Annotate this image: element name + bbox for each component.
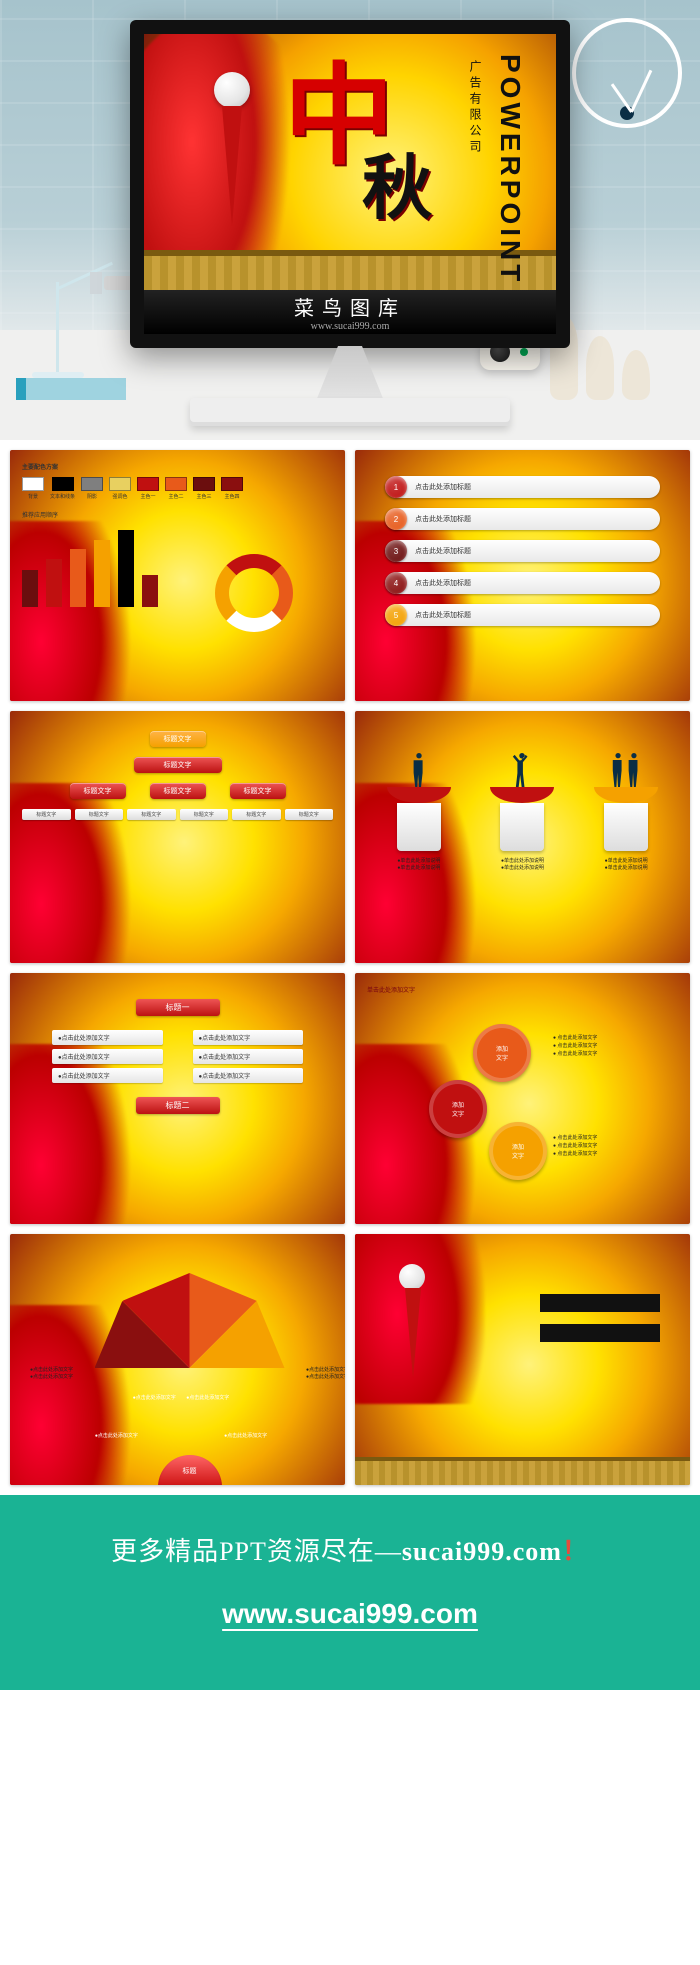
text-cell: ●点击此处添加文字 xyxy=(193,1068,304,1083)
gear-icon: 添加 文字 xyxy=(473,1024,531,1082)
footer-tagline: 更多精品PPT资源尽在—sucai999.com！ xyxy=(10,1531,690,1568)
fan-label: ●点击此处添加文字 xyxy=(133,1394,176,1401)
gear-caption: ● 点击此处添加文字 ● 点击此处添加文字 ● 点击此处添加文字 xyxy=(553,1034,597,1058)
color-swatch: 强调色 xyxy=(109,477,131,500)
text-cell: ●点击此处添加文字 xyxy=(193,1030,304,1045)
bar xyxy=(94,540,110,607)
text-cell: ●点击此处添加文字 xyxy=(52,1049,163,1064)
text-placeholder-1 xyxy=(540,1294,660,1312)
gear-icon: 添加 文字 xyxy=(429,1080,487,1138)
list-item: 3 点击此处添加标题 xyxy=(385,540,660,562)
org-node: 标题文字 xyxy=(150,783,206,799)
text-cell: ●点击此处添加文字 xyxy=(193,1049,304,1064)
bar xyxy=(46,559,62,607)
list-item: 2 点击此处添加标题 xyxy=(385,508,660,530)
cover-slide: 中 秋 广告有限公司 POWERPOINT xyxy=(144,34,556,290)
color-swatch: 阴影 xyxy=(81,477,103,500)
text-placeholder-2 xyxy=(540,1324,660,1342)
slide-two-titles[interactable]: 标题一 ●点击此处添加文字 ●点击此处添加文字 ●点击此处添加文字 ●点击此处添加文字… xyxy=(10,973,345,1224)
title-bar-2: 标题二 xyxy=(136,1097,220,1114)
person-silhouette-icon xyxy=(410,753,428,791)
slide-heading: 单击此处添加文字 xyxy=(367,985,678,994)
title-character-1: 中 秋 xyxy=(284,68,394,167)
rec-label: 推荐应用顺序 xyxy=(22,510,333,519)
color-swatch: 主色三 xyxy=(193,477,215,500)
color-swatch: 主色四 xyxy=(221,477,243,500)
bar xyxy=(70,549,86,607)
keyboard xyxy=(190,398,510,426)
monitor: 中 秋 广告有限公司 POWERPOINT 菜鸟图库 www.sucai999.… xyxy=(130,20,570,412)
org-top: 标题文字 xyxy=(150,731,206,747)
fan-label: ●点击此处添加文字 xyxy=(95,1432,138,1439)
org-node: 标题文字 xyxy=(230,783,286,799)
slide-thumbnail-grid: 主要配色方案 背景 文本和线条 阴影 强调色 主色一 主色二 主色三 主色四 推… xyxy=(0,440,700,1495)
bar xyxy=(22,570,38,607)
bar xyxy=(118,530,134,607)
org-leaf: 标题文字 xyxy=(75,809,124,820)
org-leaf: 标题文字 xyxy=(127,809,176,820)
org-leaf: 标题文字 xyxy=(285,809,334,820)
cover-subtitle: 广告有限公司 xyxy=(467,60,484,156)
wall-clock xyxy=(572,18,682,128)
org-mid: 标题文字 xyxy=(134,757,222,773)
slide-ending[interactable] xyxy=(355,1234,690,1485)
brand-name: 菜鸟图库 xyxy=(144,290,556,321)
person-silhouette-icon xyxy=(511,753,533,791)
slide-color-scheme[interactable]: 主要配色方案 背景 文本和线条 阴影 强调色 主色一 主色二 主色三 主色四 推… xyxy=(10,450,345,701)
section-label: 主要配色方案 xyxy=(22,462,333,471)
org-leaf: 标题文字 xyxy=(232,809,281,820)
fan-caption-left: ●点击此处添加文字 ●点击此处添加文字 xyxy=(30,1366,73,1380)
chinese-knot-icon xyxy=(214,72,250,108)
footer-url[interactable]: www.sucai999.com xyxy=(10,1598,690,1630)
title-bar-1: 标题一 xyxy=(136,999,220,1016)
slide-fan-chart[interactable]: ●点击此处添加文字●点击此处添加文字●点击此处添加文字●点击此处添加文字 标题 … xyxy=(10,1234,345,1485)
footer-banner: 更多精品PPT资源尽在—sucai999.com！ www.sucai999.c… xyxy=(0,1495,700,1690)
brand-url: www.sucai999.com xyxy=(144,321,556,332)
color-swatch: 文本和线条 xyxy=(50,477,75,500)
title-character-2: 秋 xyxy=(362,158,432,221)
monitor-chin: 菜鸟图库 www.sucai999.com xyxy=(144,290,556,334)
color-swatch: 主色二 xyxy=(165,477,187,500)
text-cell: ●点击此处添加文字 xyxy=(52,1030,163,1045)
list-item: 5 点击此处添加标题 xyxy=(385,604,660,626)
desk-props xyxy=(16,260,126,400)
cycle-diagram-icon xyxy=(215,554,293,632)
gear-icon: 添加 文字 xyxy=(489,1122,547,1180)
org-leaf: 标题文字 xyxy=(22,809,71,820)
org-node: 标题文字 xyxy=(70,783,126,799)
pedestal: ●单击此处添加说明 ●单击此处添加说明 xyxy=(379,753,459,871)
fan-label: ●点击此处添加文字 xyxy=(186,1394,229,1401)
org-leaf: 标题文字 xyxy=(180,809,229,820)
list-item: 1 点击此处添加标题 xyxy=(385,476,660,498)
person-silhouette-icon xyxy=(611,753,641,791)
cover-title: POWERPOINT xyxy=(494,54,526,285)
slide-pedestals[interactable]: ●单击此处添加说明 ●单击此处添加说明 ●单击此处添加说明 ●单击此处添加说明 … xyxy=(355,711,690,962)
gear-caption: ● 点击此处添加文字 ● 点击此处添加文字 ● 点击此处添加文字 xyxy=(553,1134,597,1158)
list-item: 4 点击此处添加标题 xyxy=(385,572,660,594)
text-cell: ●点击此处添加文字 xyxy=(52,1068,163,1083)
color-swatch: 背景 xyxy=(22,477,44,500)
pedestal: ●单击此处添加说明 ●单击此处添加说明 xyxy=(586,753,666,871)
color-swatch: 主色一 xyxy=(137,477,159,500)
chinese-knot-icon xyxy=(399,1264,425,1290)
slide-org-chart[interactable]: 标题文字 标题文字 标题文字标题文字标题文字 标题文字标题文字标题文字标题文字标… xyxy=(10,711,345,962)
pedestal: ●单击此处添加说明 ●单击此处添加说明 xyxy=(482,753,562,871)
slide-numbered-list[interactable]: 1 点击此处添加标题 2 点击此处添加标题 3 点击此处添加标题 4 点击此处添… xyxy=(355,450,690,701)
fan-caption-right: ●点击此处添加文字 ●点击此处添加文字 xyxy=(306,1366,345,1380)
slide-gears[interactable]: 单击此处添加文字 添加 文字 添加 文字 添加 文字● 点击此处添加文字 ● 点… xyxy=(355,973,690,1224)
hero-mockup: 中 秋 广告有限公司 POWERPOINT 菜鸟图库 www.sucai999.… xyxy=(0,0,700,440)
fan-label: ●点击此处添加文字 xyxy=(224,1432,267,1439)
bar xyxy=(142,575,158,607)
